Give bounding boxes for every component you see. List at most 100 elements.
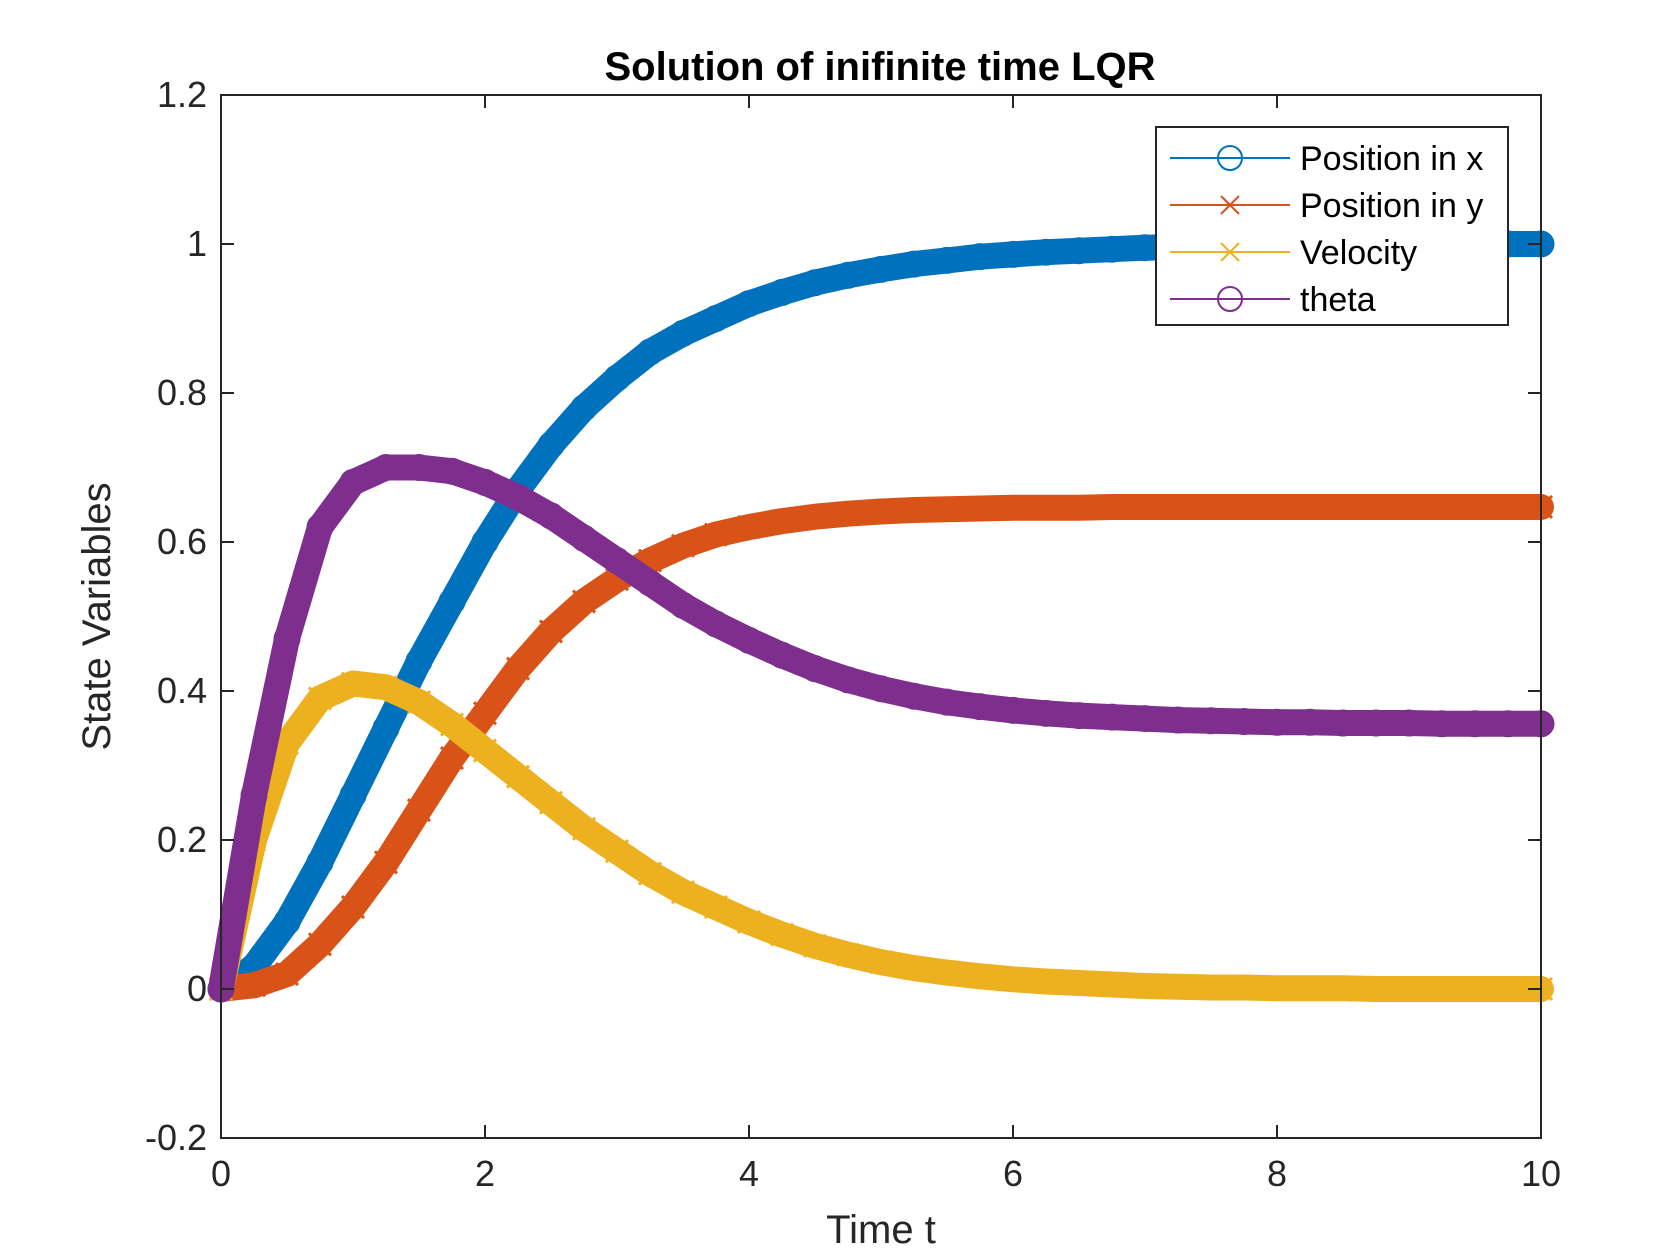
data-point xyxy=(1000,967,1026,992)
data-point xyxy=(1297,494,1323,520)
data-point xyxy=(1395,709,1423,737)
legend-marker-x-icon xyxy=(1220,195,1240,215)
x-tick-label: 8 xyxy=(1267,1153,1287,1194)
data-point xyxy=(669,319,697,347)
y-axis-label: State Variables xyxy=(75,482,119,750)
y-tick-label: 0 xyxy=(187,968,207,1009)
data-point xyxy=(439,745,465,771)
data-point xyxy=(537,431,565,459)
data-point xyxy=(604,839,630,864)
data-point xyxy=(1330,976,1356,1001)
data-point xyxy=(471,468,499,496)
data-point xyxy=(703,894,729,920)
data-point xyxy=(835,942,861,967)
data-point xyxy=(1296,708,1324,736)
data-point xyxy=(339,781,367,809)
y-tick-label: 0.8 xyxy=(157,372,207,413)
data-point xyxy=(1495,494,1521,520)
data-point xyxy=(372,714,400,742)
data-point xyxy=(1066,495,1092,520)
data-point xyxy=(1065,237,1093,265)
data-point xyxy=(900,250,928,278)
data-point xyxy=(1429,494,1455,520)
data-point xyxy=(1164,706,1192,734)
data-point xyxy=(867,675,895,703)
data-point xyxy=(1264,494,1290,520)
data-point xyxy=(801,269,829,297)
data-point xyxy=(769,922,795,947)
legend-marker-circle-icon xyxy=(1217,286,1243,312)
legend-entry-position-x[interactable]: Position in x xyxy=(1170,140,1483,178)
data-point xyxy=(1494,710,1522,738)
data-point xyxy=(538,790,564,815)
data-point xyxy=(1033,495,1059,520)
data-point xyxy=(868,950,894,975)
legend[interactable]: Position in x Position in y Velocity theta xyxy=(1155,126,1509,326)
data-point xyxy=(1099,972,1125,997)
data-point xyxy=(901,956,927,981)
data-point xyxy=(406,690,432,715)
data-point xyxy=(1231,494,1257,520)
data-point xyxy=(372,454,400,481)
data-point xyxy=(373,675,399,700)
legend-label: theta xyxy=(1300,281,1376,319)
data-point xyxy=(307,932,333,957)
data-point xyxy=(406,798,432,823)
y-tick-label: 0.6 xyxy=(157,521,207,562)
legend-label: Velocity xyxy=(1300,234,1417,272)
data-point xyxy=(1396,976,1422,1002)
data-point xyxy=(439,712,465,737)
x-tick-label: 0 xyxy=(211,1153,231,1194)
legend-marker-x-icon xyxy=(1220,242,1240,262)
data-point xyxy=(1230,708,1258,736)
data-point xyxy=(373,850,399,875)
data-point xyxy=(1428,710,1456,738)
data-point xyxy=(702,610,730,638)
data-point xyxy=(340,894,366,920)
data-point xyxy=(735,290,763,318)
data-point xyxy=(868,499,894,524)
data-point xyxy=(1131,705,1159,733)
data-point xyxy=(472,738,498,763)
data-point xyxy=(405,454,433,481)
data-point xyxy=(702,305,730,332)
data-point xyxy=(768,278,796,306)
data-point xyxy=(1264,976,1290,1001)
x-tick-label: 4 xyxy=(739,1153,759,1194)
data-point xyxy=(1065,702,1093,730)
x-tick-label: 10 xyxy=(1521,1153,1561,1194)
data-point xyxy=(274,962,300,987)
data-point xyxy=(241,973,267,998)
data-point xyxy=(340,671,366,696)
data-point xyxy=(570,394,598,422)
legend-entry-velocity[interactable]: Velocity xyxy=(1170,234,1417,272)
data-point xyxy=(1000,495,1026,520)
data-point xyxy=(1363,976,1389,1002)
data-point xyxy=(240,781,268,809)
data-point xyxy=(306,848,334,876)
tick-layer: 0 2 4 6 8 10-0.200.20.40.60.811.2 xyxy=(145,74,1561,1194)
legend-entry-theta[interactable]: theta xyxy=(1170,281,1376,319)
data-point xyxy=(273,908,301,936)
data-point xyxy=(438,457,466,485)
data-point xyxy=(307,686,333,711)
data-point xyxy=(339,468,367,496)
data-point xyxy=(999,696,1027,724)
data-point xyxy=(273,625,301,653)
data-point xyxy=(505,656,531,681)
x-axis-label: Time t xyxy=(826,1208,936,1252)
data-point xyxy=(967,964,993,989)
data-point xyxy=(1197,707,1225,735)
data-point xyxy=(801,655,829,683)
data-point xyxy=(934,960,960,985)
legend-entry-position-y[interactable]: Position in y xyxy=(1170,187,1483,225)
data-point xyxy=(537,502,565,530)
data-point xyxy=(834,261,862,289)
data-point xyxy=(571,816,597,841)
data-point xyxy=(1098,703,1126,731)
data-point xyxy=(471,528,499,556)
y-tick-label: -0.2 xyxy=(145,1117,207,1158)
data-point xyxy=(834,666,862,694)
data-point xyxy=(1462,976,1488,1002)
